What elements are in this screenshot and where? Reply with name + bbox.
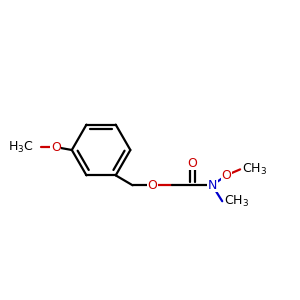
Text: H$_3$C: H$_3$C	[8, 140, 34, 154]
Text: N: N	[208, 179, 217, 192]
Text: CH$_3$: CH$_3$	[242, 162, 267, 177]
Text: O: O	[51, 141, 61, 154]
Text: CH$_3$: CH$_3$	[224, 194, 249, 209]
Text: O: O	[221, 169, 231, 182]
Text: O: O	[188, 157, 197, 170]
Text: O: O	[148, 179, 158, 192]
